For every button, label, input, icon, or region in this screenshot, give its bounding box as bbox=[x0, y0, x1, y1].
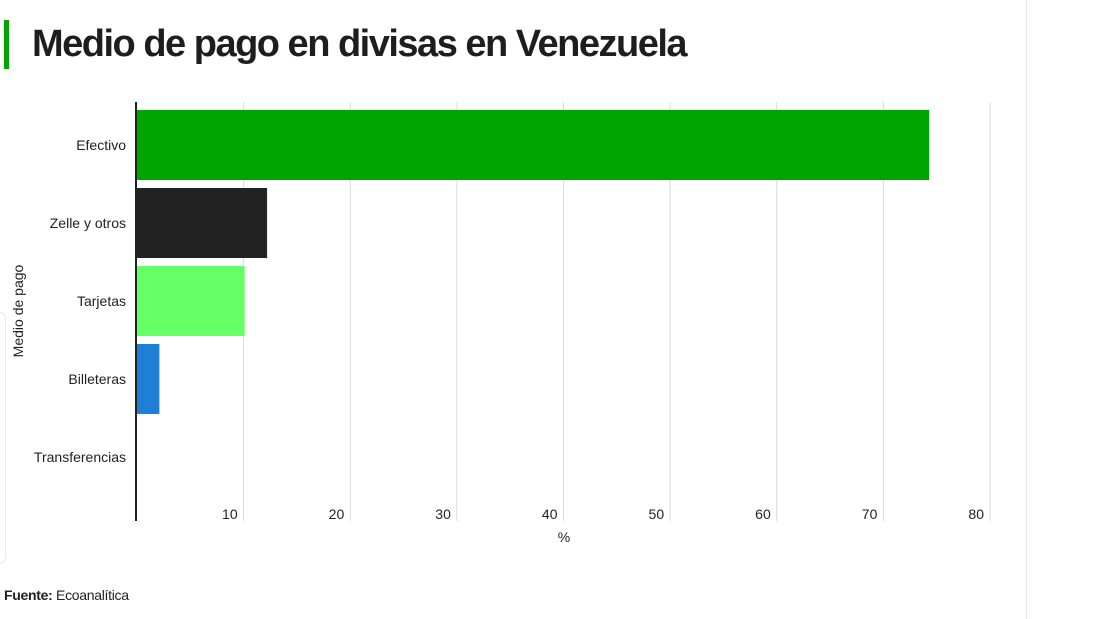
bars bbox=[137, 110, 930, 414]
x-tick-label: 30 bbox=[435, 506, 451, 522]
x-tick-label: 60 bbox=[755, 506, 771, 522]
y-axis-title: Medio de pago bbox=[10, 264, 26, 357]
x-tick-label: 20 bbox=[329, 506, 345, 522]
chart-title: Medio de pago en divisas en Venezuela bbox=[32, 23, 688, 65]
bar-efectivo bbox=[137, 110, 930, 180]
x-axis-title: % bbox=[558, 529, 570, 545]
x-tick-label: 70 bbox=[862, 506, 878, 522]
x-tick-label: 80 bbox=[968, 506, 984, 522]
bar-tarjetas bbox=[137, 266, 245, 336]
y-tick-label: Efectivo bbox=[76, 137, 126, 153]
x-tick-labels: 10 20 30 40 50 60 70 80 bbox=[222, 506, 984, 522]
right-panel-divider bbox=[1026, 0, 1027, 619]
bar-billeteras bbox=[137, 344, 160, 414]
x-tick-label: 40 bbox=[542, 506, 558, 522]
y-tick-label: Transferencias bbox=[34, 449, 126, 465]
y-tick-label: Zelle y otros bbox=[50, 215, 126, 231]
bar-zelle-y-otros bbox=[137, 188, 268, 258]
source-label: Fuente: bbox=[4, 587, 53, 603]
x-tick-label: 10 bbox=[222, 506, 238, 522]
y-tick-labels: Efectivo Zelle y otros Tarjetas Billeteras T… bbox=[34, 137, 126, 465]
bar-chart: Efectivo Zelle y otros Tarjetas Billeteras T… bbox=[10, 102, 991, 545]
y-tick-label: Billeteras bbox=[68, 371, 126, 387]
source-note: Fuente: Ecoanalítica bbox=[4, 587, 129, 603]
source-value: Ecoanalítica bbox=[56, 587, 129, 603]
title-accent-bar bbox=[4, 20, 9, 69]
x-tick-label: 50 bbox=[649, 506, 665, 522]
y-tick-label: Tarjetas bbox=[77, 293, 126, 309]
